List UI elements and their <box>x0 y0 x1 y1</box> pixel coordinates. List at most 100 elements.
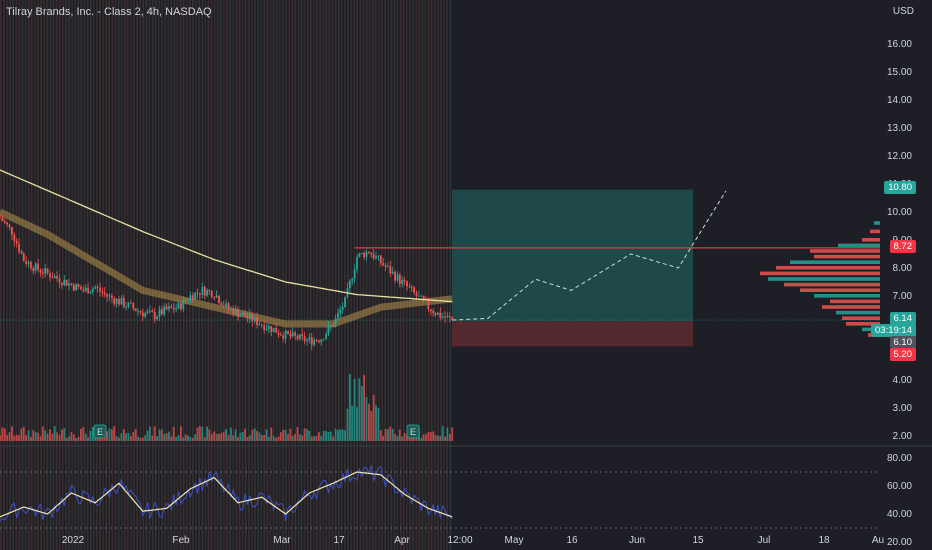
volume-profile-bar <box>862 238 880 242</box>
volume-bar <box>272 435 275 441</box>
session-stripe <box>102 0 104 550</box>
volume-bar <box>44 430 47 441</box>
session-stripe <box>15 0 18 550</box>
candle-body <box>141 312 144 317</box>
earnings-marker-label: E <box>97 427 103 437</box>
rsi-axis-tick: 60.00 <box>887 481 912 492</box>
ema-ribbon <box>0 208 453 328</box>
session-stripe <box>232 0 235 550</box>
candle-body <box>3 221 6 223</box>
session-stripe <box>365 0 368 550</box>
volume-bar <box>246 437 249 441</box>
volume-bar <box>308 430 311 441</box>
candle-body <box>277 332 280 335</box>
volume-bar <box>0 435 1 441</box>
candle-body <box>75 284 78 291</box>
session-stripe <box>328 0 331 550</box>
session-stripe <box>226 0 228 550</box>
candle-body <box>337 313 339 319</box>
session-stripe <box>192 0 194 550</box>
session-stripe <box>378 0 380 550</box>
candle-body <box>58 278 61 283</box>
volume-profile-bar <box>768 277 880 281</box>
session-stripe <box>198 0 200 550</box>
candle-body <box>241 312 244 315</box>
session-stripe <box>257 0 259 550</box>
candle-body <box>256 317 258 325</box>
candle-body <box>213 297 216 299</box>
volume-bar <box>301 435 304 441</box>
candle-body <box>289 333 292 337</box>
session-stripe <box>316 0 318 550</box>
volume-bar <box>279 432 282 441</box>
candle-body <box>401 279 404 284</box>
candle-body <box>0 217 1 219</box>
session-stripe <box>139 0 142 550</box>
price-axis-tick: 15.00 <box>887 67 912 78</box>
candle-body <box>56 276 58 279</box>
candle-body <box>187 300 189 302</box>
volume-bar <box>422 434 425 441</box>
candle-body <box>189 295 192 301</box>
volume-bar <box>384 428 387 441</box>
volume-bar <box>365 397 368 441</box>
price-axis-tick: 3.00 <box>893 403 913 414</box>
volume-bar <box>158 429 161 441</box>
volume-bar <box>351 405 354 441</box>
volume-bar <box>53 426 56 441</box>
session-stripe <box>77 0 80 550</box>
session-stripe <box>375 0 377 550</box>
volume-bar <box>208 429 211 441</box>
volume-bar <box>251 429 254 441</box>
volume-bar <box>275 437 277 441</box>
candle-body <box>306 339 308 342</box>
session-stripe <box>68 0 70 550</box>
volume-bar <box>363 375 365 441</box>
volume-profile-bar <box>760 271 880 276</box>
volume-bar <box>239 432 242 441</box>
volume-bar <box>315 436 318 441</box>
candle-body <box>6 222 8 225</box>
volume-bar <box>144 435 147 441</box>
volume-bar <box>196 427 199 441</box>
candle-body <box>353 269 356 279</box>
session-stripe <box>275 0 278 550</box>
candle-body <box>375 256 377 259</box>
chart-title: Tilray Brands, Inc. - Class 2, 4h, NASDA… <box>6 6 212 18</box>
candle-body <box>182 299 185 310</box>
earnings-marker-label: E <box>410 427 416 437</box>
session-stripe <box>294 0 297 550</box>
candle-body <box>44 268 47 274</box>
session-stripe <box>220 0 222 550</box>
session-stripe <box>62 0 64 550</box>
volume-bar <box>134 429 137 441</box>
candle-body <box>437 312 439 315</box>
session-stripe <box>217 0 219 550</box>
volume-profile-bar <box>836 310 880 315</box>
session-stripe <box>390 0 393 550</box>
volume-bar <box>277 436 280 441</box>
volume-bar <box>82 426 85 441</box>
candle-body <box>422 295 425 300</box>
candle-body <box>170 306 173 308</box>
candle-body <box>11 227 13 235</box>
session-stripe <box>279 0 281 550</box>
session-stripe <box>300 0 303 550</box>
candle-body <box>20 251 23 254</box>
volume-bar <box>394 433 396 441</box>
volume-bar <box>339 429 342 441</box>
volume-bar <box>63 428 66 441</box>
volume-bar <box>389 426 392 441</box>
currency-label[interactable]: USD <box>892 6 914 17</box>
candle-body <box>177 303 180 309</box>
candle-body <box>413 287 415 293</box>
volume-bar <box>180 426 182 441</box>
volume-bar <box>80 428 82 441</box>
candle-body <box>296 335 299 340</box>
price-axis-tick: 16.00 <box>887 39 912 50</box>
volume-bar <box>206 426 208 441</box>
candle-body <box>239 314 242 317</box>
session-stripe <box>176 0 179 550</box>
session-stripe <box>31 0 33 550</box>
